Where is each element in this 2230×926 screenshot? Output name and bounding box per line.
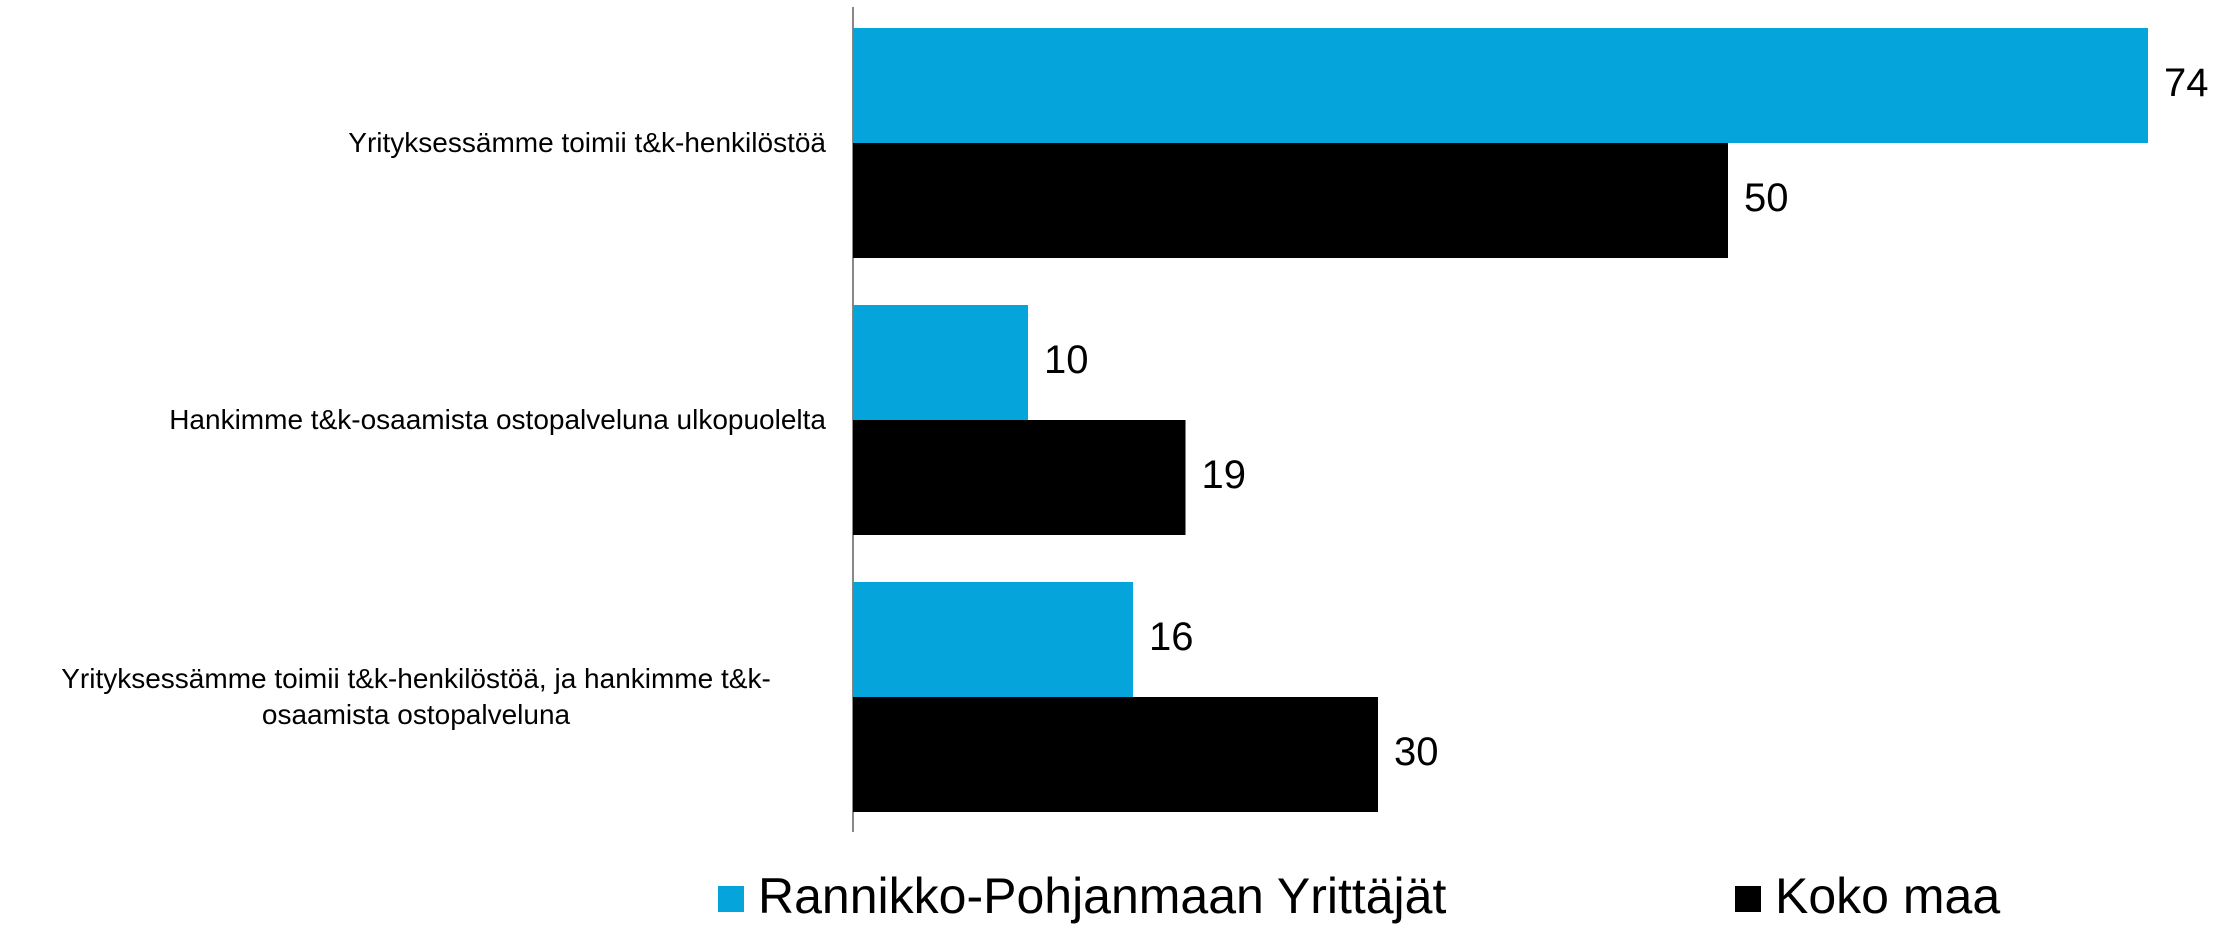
- legend-label: Koko maa: [1775, 868, 2000, 924]
- category-label: Hankimme t&k-osaamista ostopalveluna ulk…: [6, 402, 826, 438]
- bar: [853, 305, 1028, 420]
- category-text: Yrityksessämme toimii t&k-henkilöstöä, j…: [61, 663, 771, 730]
- legend-swatch: [718, 886, 744, 912]
- bar: [853, 143, 1728, 258]
- data-label: 10: [1044, 338, 1089, 382]
- bar: [853, 28, 2148, 143]
- data-label: 16: [1149, 615, 1194, 659]
- bar: [853, 420, 1186, 535]
- bar: [853, 582, 1133, 697]
- bar: [853, 697, 1378, 812]
- legend-label: Rannikko-Pohjanmaan Yrittäjät: [758, 868, 1446, 924]
- category-label: Yrityksessämme toimii t&k-henkilöstöä: [6, 125, 826, 161]
- data-label: 74: [2164, 61, 2209, 105]
- category-text: Hankimme t&k-osaamista ostopalveluna ulk…: [169, 404, 826, 435]
- data-label: 19: [1202, 453, 1247, 497]
- legend-swatch: [1735, 886, 1761, 912]
- category-label: Yrityksessämme toimii t&k-henkilöstöä, j…: [6, 661, 826, 733]
- category-text: Yrityksessämme toimii t&k-henkilöstöä: [348, 127, 826, 158]
- data-label: 50: [1744, 176, 1789, 220]
- data-label: 30: [1394, 730, 1439, 774]
